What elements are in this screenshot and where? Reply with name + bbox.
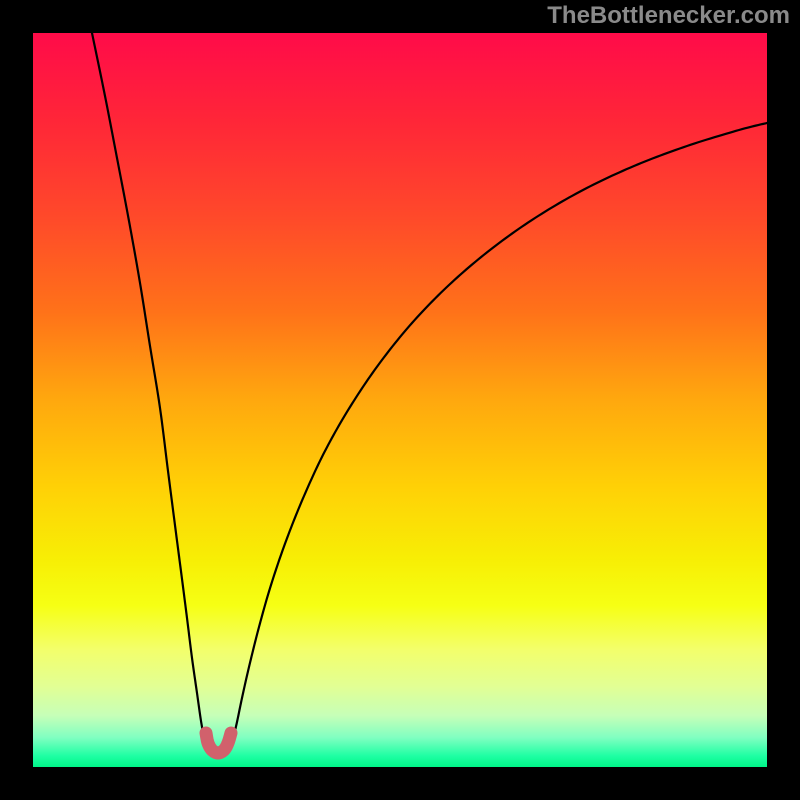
watermark-text: TheBottlenecker.com bbox=[547, 2, 790, 30]
plot-background bbox=[33, 33, 767, 767]
chart-stage: TheBottlenecker.com bbox=[0, 0, 800, 800]
bottleneck-chart bbox=[33, 33, 767, 767]
